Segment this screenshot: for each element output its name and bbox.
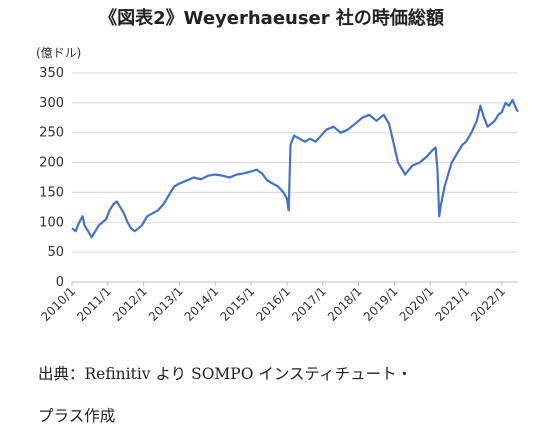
series-line-0: [71, 98, 519, 239]
x-tick-label: 2012/1: [110, 284, 150, 324]
y-tick-label: 200: [39, 156, 64, 171]
x-tick-label: 2014/1: [182, 284, 222, 324]
x-tick-label: 2017/1: [289, 284, 329, 324]
y-tick-label: 250: [39, 126, 64, 141]
x-tick-label: 2016/1: [253, 284, 293, 324]
x-tick-label: 2018/1: [325, 284, 365, 324]
x-tick-label: 2020/1: [397, 284, 437, 324]
x-tick-label: 2013/1: [146, 284, 186, 324]
x-tick-labels: 2010/12011/12012/12013/12014/12015/12016…: [38, 284, 508, 324]
source-note-line-2: プラス作成: [38, 407, 116, 425]
series-line-group: [71, 98, 519, 239]
y-tick-label: 350: [39, 66, 64, 81]
x-tick-label: 2015/1: [217, 284, 257, 324]
grid-lines: [71, 72, 518, 286]
chart-title: 《図表2》Weyerhaeuser 社の時価総額: [99, 8, 444, 29]
y-tick-label: 0: [56, 275, 64, 290]
y-tick-label: 50: [47, 245, 64, 260]
x-tick-label: 2011/1: [74, 284, 114, 324]
y-tick-labels: 0 50 100 150 200 250 300 350: [39, 66, 64, 290]
x-tick-label: 2021/1: [432, 284, 472, 324]
x-tick-label: 2019/1: [361, 284, 401, 324]
x-tick-label: 2022/1: [468, 284, 508, 324]
source-note-line-1: 出典：Refinitiv より SOMPO インスティチュート・: [38, 365, 413, 383]
y-tick-label: 150: [39, 185, 64, 200]
x-tick-label: 2010/1: [38, 284, 78, 324]
y-axis-unit-label: (億ドル): [36, 46, 82, 60]
y-tick-label: 300: [39, 96, 64, 111]
y-tick-label: 100: [39, 215, 64, 230]
